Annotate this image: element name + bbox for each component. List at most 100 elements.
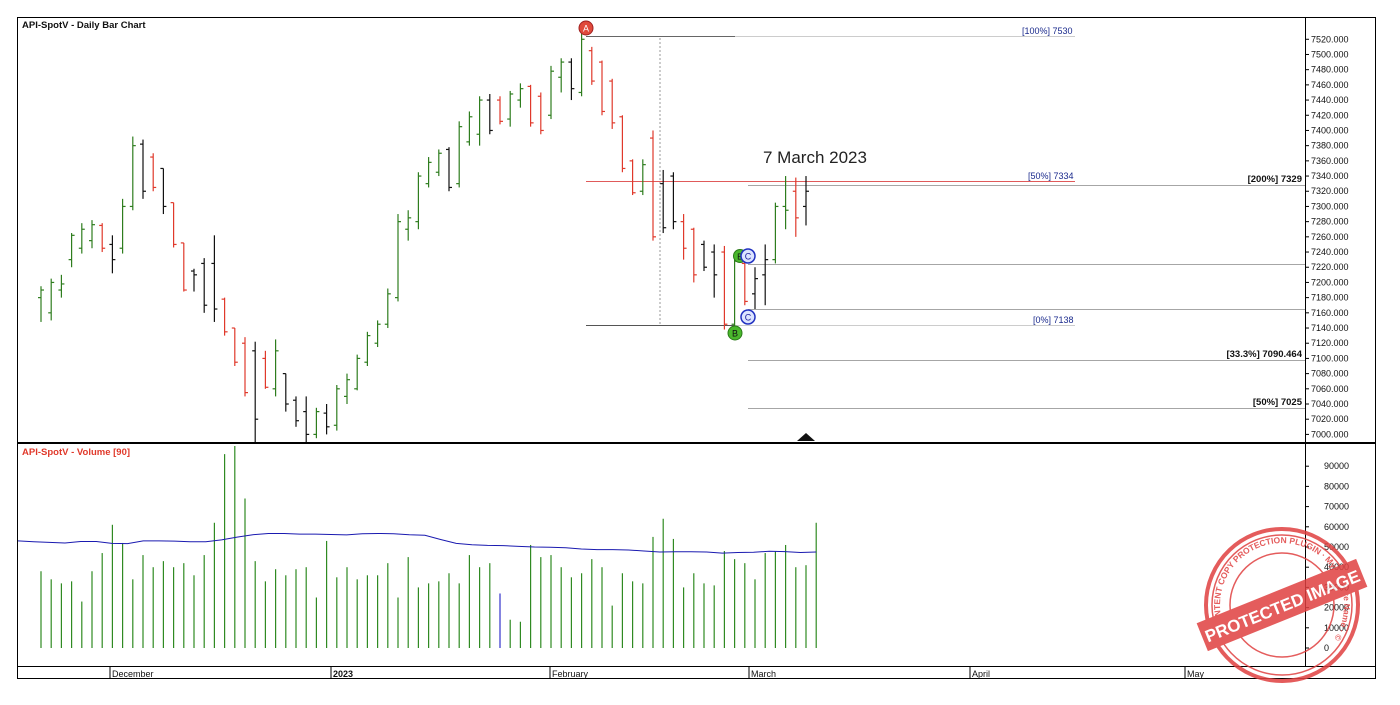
ohlc-bar [415, 172, 422, 230]
ohlc-bar [588, 46, 595, 85]
point-marker-a: A [578, 20, 594, 36]
price-tick-label: 7320.000 [1311, 186, 1349, 196]
volume-tick-label: 90000 [1324, 461, 1349, 471]
ohlc-bar [701, 240, 707, 272]
volume-chart-title: API-SpotV - Volume [90] [22, 447, 130, 458]
price-tick-label: 7360.000 [1311, 156, 1349, 166]
ohlc-bar [578, 31, 585, 97]
price-tick-label: 7460.000 [1311, 80, 1349, 90]
ohlc-bar [660, 169, 667, 234]
ohlc-bar [792, 177, 799, 237]
volume-series [40, 446, 817, 648]
volume-panel-frame [17, 443, 1376, 667]
price-tick-label: 7100.000 [1311, 353, 1349, 363]
price-tick-label: 7220.000 [1311, 262, 1349, 272]
ext-label-50: [50%] 7025 [1253, 397, 1303, 408]
point-label-a: A [583, 24, 589, 34]
ohlc-bar [68, 233, 75, 268]
price-tick-label: 7380.000 [1311, 141, 1349, 151]
ohlc-bar [374, 320, 381, 348]
ohlc-bar [568, 58, 575, 101]
ohlc-bar [527, 84, 534, 127]
protected-stamp: CONTENT COPY PROTECTION PLUGIN · My Webs… [1191, 514, 1369, 685]
ohlc-bar [99, 223, 106, 253]
ohlc-bar [313, 407, 320, 439]
price-panel-frame [17, 17, 1376, 443]
ohlc-bar [690, 227, 697, 283]
ohlc-bar [476, 96, 483, 146]
ohlc-bar [201, 258, 208, 313]
ohlc-bar [109, 235, 116, 274]
price-tick-label: 7420.000 [1311, 110, 1349, 120]
ohlc-bar [344, 373, 350, 405]
ohlc-bar [711, 244, 718, 298]
price-tick-label: 7480.000 [1311, 65, 1349, 75]
ohlc-bar [272, 339, 279, 397]
price-tick-label: 7520.000 [1311, 34, 1349, 44]
price-tick-label: 7180.000 [1311, 293, 1349, 303]
ohlc-bar [38, 286, 44, 322]
price-tick-label: 7200.000 [1311, 277, 1349, 287]
ohlc-bar [150, 153, 157, 192]
ohlc-bar [629, 159, 636, 196]
price-tick-label: 7040.000 [1311, 399, 1349, 409]
ohlc-bar [282, 373, 289, 412]
price-axis: 7520.000 7500.000 7480.000 7460.000 7440.000… [1305, 34, 1349, 439]
volume-tick-label: 50000 [1324, 542, 1349, 552]
ohlc-bar [242, 337, 248, 397]
ohlc-bar [548, 65, 554, 120]
volume-tick-label: 80000 [1324, 481, 1349, 491]
price-tick-label: 7440.000 [1311, 95, 1349, 105]
price-tick-label: 7080.000 [1311, 369, 1349, 379]
ohlc-bar [231, 327, 238, 367]
fib-label-100: [100%] 7530 [1022, 26, 1073, 36]
price-tick-label: 7160.000 [1311, 308, 1349, 318]
price-tick-label: 7260.000 [1311, 232, 1349, 242]
ohlc-bar [456, 121, 463, 188]
point-marker-b: B [727, 325, 743, 341]
ohlc-bar [58, 274, 65, 298]
ohlc-bar [497, 96, 503, 125]
ohlc-bar [211, 235, 218, 322]
ohlc-bar [293, 396, 299, 427]
ohlc-bar [180, 242, 187, 292]
x-tick-label: April [972, 669, 990, 679]
point-label-b: B [732, 329, 738, 339]
ohlc-bar [466, 111, 473, 146]
ohlc-bar [782, 176, 789, 230]
ohlc-bar [517, 83, 524, 108]
ohlc-bar [323, 404, 330, 435]
ohlc-bar [364, 331, 371, 367]
x-tick-label: May [1187, 669, 1205, 679]
ohlc-bar [140, 139, 146, 199]
ohlc-bar [333, 385, 340, 431]
x-tick-label: March [751, 669, 776, 679]
price-tick-label: 7020.000 [1311, 414, 1349, 424]
point-label-c-lower: C [745, 313, 752, 323]
x-axis: December 2023 February March April May [109, 667, 1205, 679]
ohlc-bar [752, 267, 758, 310]
x-tick-label: 2023 [333, 669, 353, 679]
ohlc-bar [119, 198, 126, 254]
price-tick-label: 7280.000 [1311, 217, 1349, 227]
ohlc-bar [262, 350, 269, 389]
ohlc-bar [639, 159, 646, 196]
x-axis-frame [17, 666, 1376, 679]
volume-tick-label: 10000 [1324, 623, 1349, 633]
fib-label-50: [50%] 7334 [1028, 171, 1074, 181]
ohlc-bar [303, 396, 310, 442]
ohlc-bar [384, 288, 391, 329]
price-tick-label: 7000.000 [1311, 429, 1349, 439]
ohlc-bar [680, 214, 687, 260]
ohlc-bar [446, 147, 452, 192]
ohlc-bar [89, 220, 95, 249]
ohlc-bar [78, 223, 85, 254]
price-tick-label: 7140.000 [1311, 323, 1349, 333]
ohlc-bar [48, 278, 55, 321]
ohlc-bar [558, 58, 565, 93]
ohlc-bar [650, 130, 656, 241]
ohlc-series [38, 31, 809, 442]
point-label-b2: B [737, 252, 743, 262]
fib-lines [586, 36, 1305, 409]
